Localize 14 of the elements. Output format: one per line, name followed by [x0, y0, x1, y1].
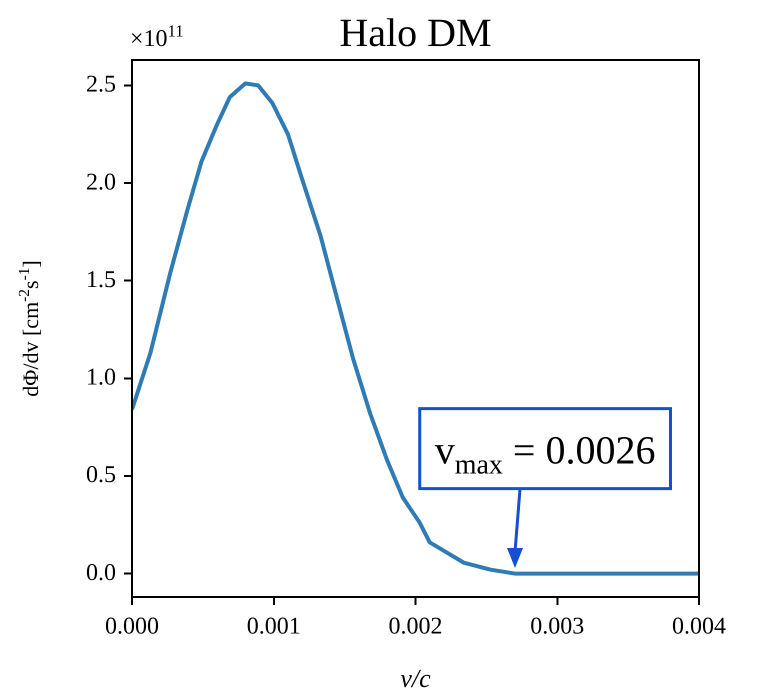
chart-title: Halo DM: [339, 10, 492, 55]
x-tick-label: 0.003: [530, 614, 584, 640]
x-tick-label: 0.000: [105, 614, 159, 640]
y-tick-label: 1.0: [86, 364, 116, 391]
y-tick-label: 2.0: [86, 169, 116, 196]
y-tick-label: 2.5: [86, 72, 116, 98]
x-tick-label: 0.004: [672, 614, 726, 640]
y-tick-label: 1.5: [86, 266, 116, 293]
y-tick-label: 0.0: [86, 560, 116, 586]
y-axis-title: dΦ/dv [cm-2s-1]: [16, 260, 43, 397]
y-tick-label: 0.5: [86, 462, 116, 488]
x-axis-title: v/c: [400, 664, 432, 693]
x-tick-label: 0.001: [246, 614, 301, 640]
x-tick-label: 0.002: [388, 614, 442, 640]
